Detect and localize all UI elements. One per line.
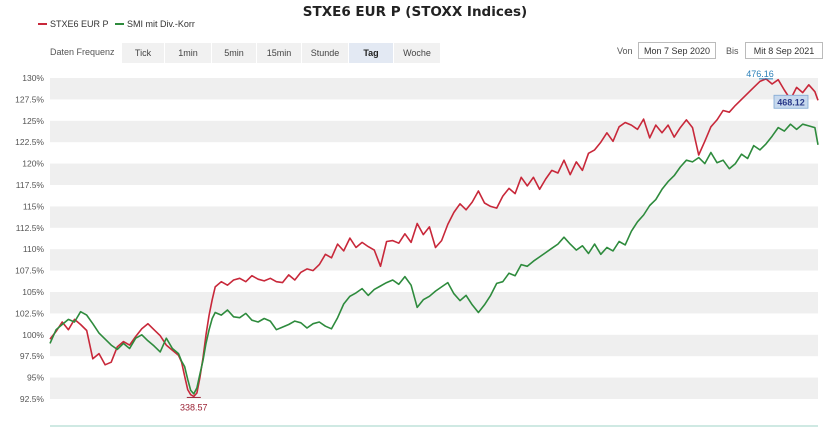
y-tick-label: 120% <box>22 159 44 169</box>
chart-title: STXE6 EUR P (STOXX Indices) <box>302 4 528 20</box>
last-value-label: 468.12 <box>777 97 805 107</box>
y-tick-label: 127.5% <box>15 94 44 104</box>
series-line-smi <box>49 123 819 395</box>
grid-band <box>50 292 818 314</box>
to-label: Bis <box>726 46 739 56</box>
from-date-input[interactable]: Mon 7 Sep 2020 <box>638 42 716 59</box>
y-tick-label: 100% <box>22 330 44 340</box>
grid-bands <box>50 78 818 399</box>
grid-band <box>50 334 818 357</box>
chart-series <box>49 78 819 398</box>
freq-button-tag[interactable]: Tag <box>349 43 393 63</box>
last-value-box <box>773 94 809 109</box>
y-tick-label: 95% <box>27 373 44 383</box>
to-date-input[interactable]: Mit 8 Sep 2021 <box>745 42 823 59</box>
freq-button-tick[interactable]: Tick <box>122 43 164 63</box>
y-tick-label: 97.5% <box>20 351 45 361</box>
y-tick-label: 122.5% <box>15 137 44 147</box>
y-tick-label: 102.5% <box>15 308 44 318</box>
frequency-label: Daten Frequenz <box>50 47 115 57</box>
grid-band <box>50 249 818 271</box>
chart-legend: STXE6 EUR P SMI mit Div.-Korr <box>38 17 199 29</box>
grid-band <box>50 120 818 143</box>
y-tick-label: 130% <box>22 73 44 83</box>
frequency-selector: Tick 1min 5min 15min Stunde Tag Woche <box>122 43 441 63</box>
high-value-label: 476.16 <box>746 69 774 79</box>
legend-label-stxe6: STXE6 EUR P <box>50 19 109 29</box>
from-label: Von <box>617 46 633 56</box>
legend-swatch-stxe6 <box>38 23 47 25</box>
grid-band <box>50 163 818 185</box>
legend-label-smi: SMI mit Div.-Korr <box>127 19 195 29</box>
y-tick-label: 125% <box>22 116 44 126</box>
y-tick-label: 115% <box>23 201 45 211</box>
freq-button-woche[interactable]: Woche <box>394 43 440 63</box>
legend-item-stxe6[interactable]: STXE6 EUR P <box>38 19 109 29</box>
freq-button-1min[interactable]: 1min <box>165 43 211 63</box>
legend-swatch-smi <box>115 23 125 25</box>
low-value-label: 338.57 <box>180 402 208 412</box>
legend-item-smi[interactable]: SMI mit Div.-Korr <box>115 19 195 29</box>
y-tick-label: 110% <box>23 244 45 254</box>
grid-band <box>50 206 818 228</box>
y-tick-label: 117.5% <box>16 180 45 190</box>
freq-button-15min[interactable]: 15min <box>257 43 301 63</box>
y-tick-label: 112.5% <box>16 223 45 233</box>
y-axis-ticks: 92.5% 95% 97.5% 100% 102.5% 105% 107.5% 110% 112… <box>15 73 44 404</box>
grid-band <box>50 78 818 100</box>
freq-button-5min[interactable]: 5min <box>212 43 256 63</box>
y-tick-label: 107.5% <box>15 266 44 276</box>
y-tick-label: 105% <box>22 287 44 297</box>
chart-annotations: 338.57 476.16 468.12 <box>180 69 809 412</box>
y-tick-label: 92.5% <box>20 394 45 404</box>
grid-band <box>50 377 818 399</box>
freq-button-stunde[interactable]: Stunde <box>302 43 348 63</box>
